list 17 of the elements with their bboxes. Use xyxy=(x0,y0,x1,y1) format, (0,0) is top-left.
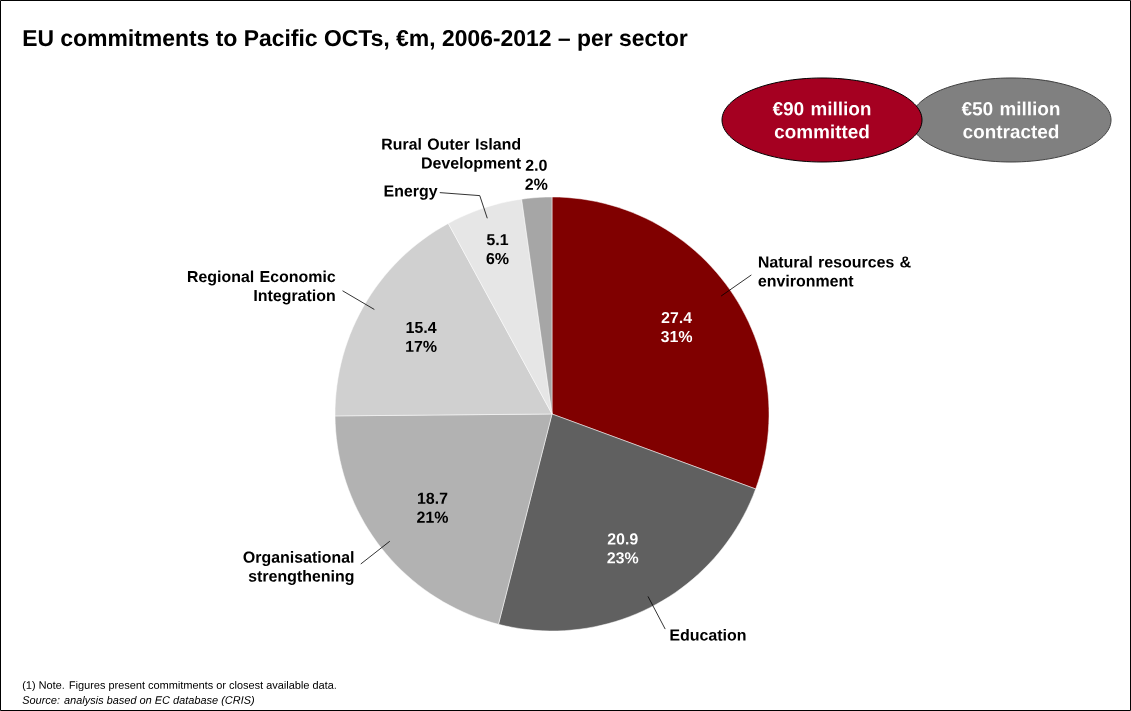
text: €50 million contracted xyxy=(961,101,1060,139)
data-label: 2.0 2% xyxy=(525,159,548,190)
data-label: 20.9 23% xyxy=(607,533,639,564)
slice-label: Education xyxy=(670,628,746,641)
slice-label: Rural Outer Island Development xyxy=(382,138,521,172)
source-note: Source: analysis based on EC database (CRIS) xyxy=(22,695,254,707)
slice-label: Regional Economic Integration xyxy=(187,270,336,305)
slice-label: Organisational strengthening xyxy=(243,551,354,585)
text: €90 million committed xyxy=(772,101,871,139)
data-label: 18.7 21% xyxy=(417,492,449,523)
chart-title: EU commitments to Pacific OCTs, €m, 2006-2012 – per sector xyxy=(23,29,688,51)
slice-label: Natural resources & environment xyxy=(758,255,911,287)
slice-label: Energy xyxy=(384,185,438,200)
data-label: 5.1 6% xyxy=(486,234,509,265)
text: (1) Note. Figures present commitments or closest available data. xyxy=(22,680,336,692)
data-label: 15.4 17% xyxy=(406,321,437,352)
data-label: 27.4 31% xyxy=(661,311,693,343)
